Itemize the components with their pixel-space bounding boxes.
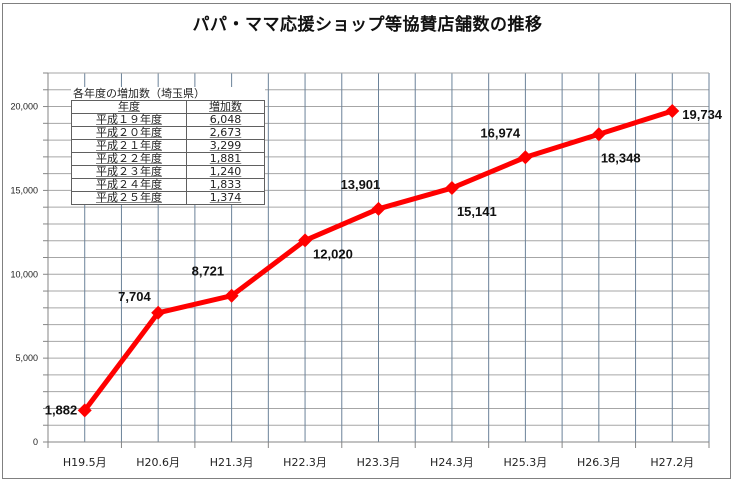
table-header-row: 年度 増加数 <box>71 100 265 114</box>
increase-table-caption: 各年度の増加数（埼玉県） <box>73 87 205 100</box>
data-label: 18,348 <box>601 150 641 165</box>
x-tick-label: H27.2月 <box>650 456 694 469</box>
x-tick-label: H19.5月 <box>63 456 107 469</box>
y-tick-label: 15,000 <box>10 185 38 195</box>
row-year: 平成２４年度 <box>71 178 187 192</box>
data-label: 19,734 <box>682 107 723 122</box>
data-marker-diamond <box>518 150 533 165</box>
data-label: 8,721 <box>192 264 225 279</box>
y-tick-label: 10,000 <box>10 269 38 279</box>
series-line <box>77 104 680 418</box>
data-labels: 1,882 7,704 8,721 12,020 13,901 15,141 16,974 1… <box>45 107 723 417</box>
y-axis: 0 5,000 10,000 15,000 20,000 <box>10 72 49 447</box>
increase-table-grid: 年度 増加数 平成１９年度 6,048 平成２０年度 2,673 平成２１年度 3,2… <box>71 100 265 205</box>
data-label: 1,882 <box>45 402 78 417</box>
row-year: 平成２５年度 <box>71 191 187 205</box>
x-tick-label: H25.3月 <box>504 456 548 469</box>
x-axis: H19.5月 H20.6月 H21.3月 H22.3月 H23.3月 H24.3月 H25.… <box>47 441 710 469</box>
row-increase: 2,673 <box>186 126 265 140</box>
table-row: 平成２１年度 3,299 <box>71 139 265 153</box>
header-year: 年度 <box>71 100 187 114</box>
x-tick-label: H21.3月 <box>210 456 254 469</box>
table-row: 平成２０年度 2,673 <box>71 126 265 140</box>
data-marker-diamond <box>665 104 680 119</box>
data-marker-diamond <box>151 305 166 320</box>
row-increase: 1,881 <box>186 152 265 166</box>
x-tick-label: H26.3月 <box>577 456 621 469</box>
data-label: 16,974 <box>480 125 521 140</box>
chart-title: パパ・ママ応援ショップ等協賛店舗数の推移 <box>192 15 543 35</box>
data-label: 13,901 <box>341 177 381 192</box>
row-year: 平成２１年度 <box>71 139 187 153</box>
table-row: 平成２５年度 1,374 <box>71 191 265 205</box>
row-year: 平成２０年度 <box>71 126 187 140</box>
header-increase: 増加数 <box>186 100 265 114</box>
table-row: 平成２３年度 1,240 <box>71 165 265 179</box>
data-marker-diamond <box>298 233 313 248</box>
row-year: 平成２２年度 <box>71 152 187 166</box>
x-tick-label: H23.3月 <box>357 456 401 469</box>
data-marker-diamond <box>224 288 239 303</box>
gridlines <box>47 72 710 442</box>
table-row: 平成１９年度 6,048 <box>71 113 265 127</box>
x-tick-label: H22.3月 <box>283 456 327 469</box>
data-marker-diamond <box>371 201 386 216</box>
data-label: 15,141 <box>457 204 497 219</box>
row-increase: 6,048 <box>186 113 265 127</box>
table-row: 平成２４年度 1,833 <box>71 178 265 192</box>
data-label: 12,020 <box>313 246 353 261</box>
data-marker-diamond <box>591 127 606 142</box>
row-increase: 3,299 <box>186 139 265 153</box>
data-marker-diamond <box>444 181 459 196</box>
y-tick-label: 5,000 <box>15 353 38 363</box>
row-year: 平成１９年度 <box>71 113 187 127</box>
y-tick-label: 0 <box>33 437 38 447</box>
table-row: 平成２２年度 1,881 <box>71 152 265 166</box>
x-tick-label: H20.6月 <box>136 456 180 469</box>
x-tick-label: H24.3月 <box>430 456 474 469</box>
row-year: 平成２３年度 <box>71 165 187 179</box>
y-tick-label: 20,000 <box>10 102 38 112</box>
data-marker-diamond <box>77 403 92 418</box>
row-increase: 1,833 <box>186 178 265 192</box>
data-label: 7,704 <box>118 289 151 304</box>
increase-table: 各年度の増加数（埼玉県） 年度 増加数 平成１９年度 6,048 平成２０年度 2,… <box>71 87 265 205</box>
row-increase: 1,240 <box>186 165 265 179</box>
row-increase: 1,374 <box>186 191 265 205</box>
